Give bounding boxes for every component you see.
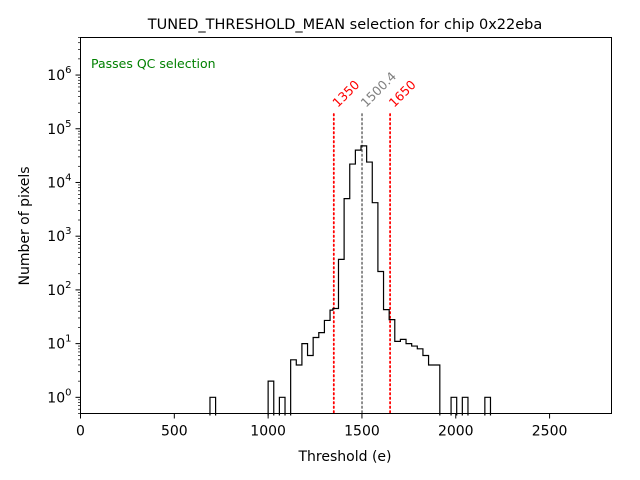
x-tick-label: 0 (76, 424, 85, 440)
y-tick-label: 102 (47, 280, 71, 299)
x-tick-label: 2000 (438, 424, 474, 440)
histogram-bar-group (290, 145, 441, 416)
y-tick-label: 104 (47, 172, 71, 191)
histogram-bar-group (267, 380, 275, 416)
threshold-lines (332, 113, 391, 415)
y-tick-label: 103 (47, 226, 71, 245)
x-axis-label: Threshold (e) (298, 449, 392, 465)
y-axis-label: Number of pixels (17, 166, 33, 285)
x-tick-label: 1000 (250, 424, 286, 440)
plot-frame (80, 37, 612, 414)
histogram-bar-group (278, 396, 286, 416)
x-tick-label: 500 (161, 424, 188, 440)
x-axis-ticks: 0 500 1000 1500 2000 2500 (76, 413, 568, 440)
y-tick-label: 105 (47, 119, 71, 138)
histogram-bar-group (484, 396, 492, 416)
histogram-bar-group (461, 396, 469, 416)
qc-annotation: Passes QC selection (91, 56, 216, 71)
y-axis-ticks: 100 101 102 103 104 105 106 (47, 37, 81, 414)
y-tick-label: 100 (47, 387, 71, 406)
histogram-bar-group (450, 396, 458, 416)
histogram-bar-group (209, 396, 217, 416)
y-tick-label: 101 (47, 334, 71, 353)
x-tick-label: 2500 (532, 424, 568, 440)
y-tick-label: 106 (47, 65, 71, 84)
chart-title: TUNED_THRESHOLD_MEAN selection for chip … (147, 17, 543, 33)
histogram-bars (209, 145, 492, 416)
x-tick-label: 1500 (344, 424, 380, 440)
